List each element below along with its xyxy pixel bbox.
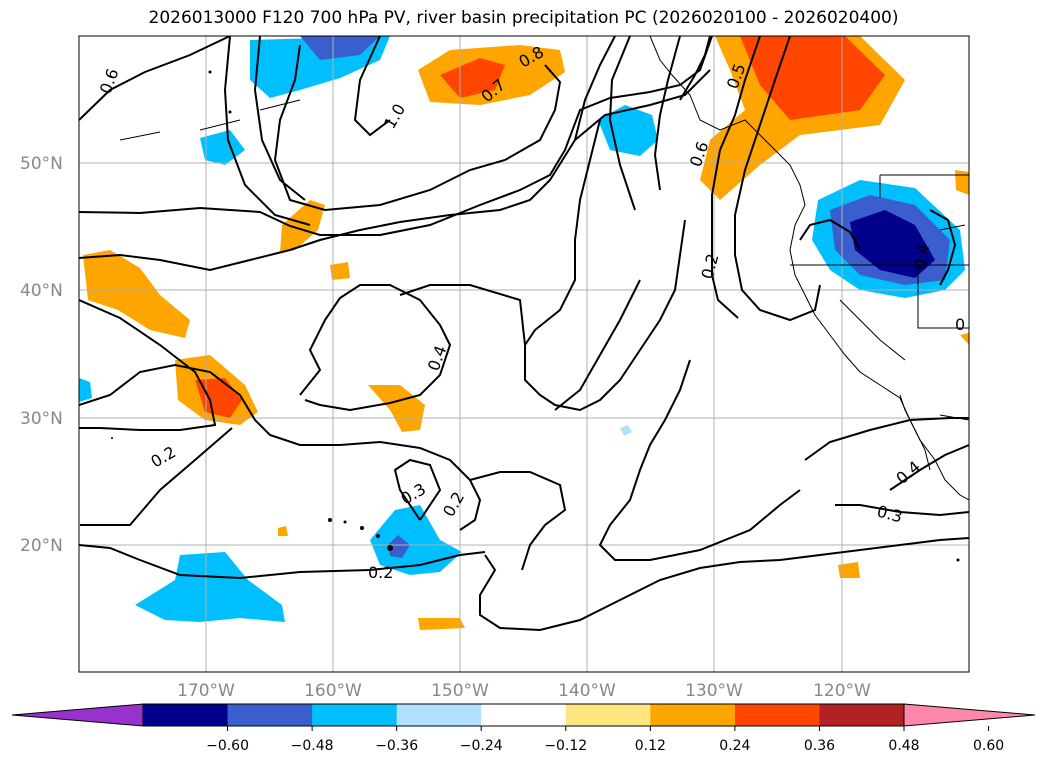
map-frame [78,35,970,673]
colorbar-segment [396,704,482,726]
colorbar-segment [481,704,567,726]
coastlines [119,36,969,501]
colorbar-segment [734,704,820,726]
colorbar-tick-label: 0.48 [888,738,919,754]
lat-label: 40°N [20,281,63,301]
colorbar-segment [650,704,736,726]
graticule [79,36,969,672]
colorbar-segment [312,704,398,726]
precip-blue-bottom-left [135,552,285,622]
lon-label: 150°W [431,681,489,701]
colorbar-tick-label: 0.60 [973,738,1004,754]
contour-label: 0 [955,315,965,334]
lat-label: 20°N [20,536,63,556]
contour-label: 0.4 [910,242,933,270]
colorbar-tick-label: 0.12 [635,738,666,754]
colorbar-frame [142,703,905,727]
map-title: 2026013000 F120 700 hPa PV, river basin … [148,8,899,28]
colorbar-extend-high [903,703,1036,727]
lon-label: 130°W [685,681,743,701]
colorbar-tick-label: −0.36 [375,738,418,754]
colorbar-tick-label: −0.12 [544,738,587,754]
islands [111,70,960,562]
precip-blue-hawaii [370,505,462,575]
precip-shading [79,36,969,630]
lon-label: 160°W [304,681,362,701]
lon-label: 170°W [177,681,235,701]
colorbar-tick-label: −0.60 [206,738,249,754]
colorbar-extend-low [11,703,144,727]
map-area: 0.6 1.0 0.7 0.8 0.5 0.6 0.2 0.4 0.2 0.3 … [79,36,969,672]
lon-label: 120°W [813,681,871,701]
colorbar: −0.60 −0.48 −0.36 −0.24 −0.12 0.12 0.24 0.36 0.4… [11,703,1036,754]
colorbar-tick-label: 0.24 [719,738,750,754]
colorbar-segment [143,704,229,726]
colorbar-tick-label: −0.24 [460,738,503,754]
pv-contours [79,36,969,632]
colorbar-segment [565,704,651,726]
lat-labels: 50°N 40°N 30°N 20°N [20,154,63,556]
colorbar-tick-label: 0.36 [804,738,835,754]
colorbar-segment [227,704,313,726]
colorbar-segment [819,704,905,726]
contour-label: 0.2 [368,563,393,582]
colorbar-tick-label: −0.48 [291,738,334,754]
lat-label: 50°N [20,154,63,174]
lat-label: 30°N [20,409,63,429]
lon-label: 140°W [558,681,616,701]
lon-labels: 170°W 160°W 150°W 140°W 130°W 120°W [177,681,871,701]
